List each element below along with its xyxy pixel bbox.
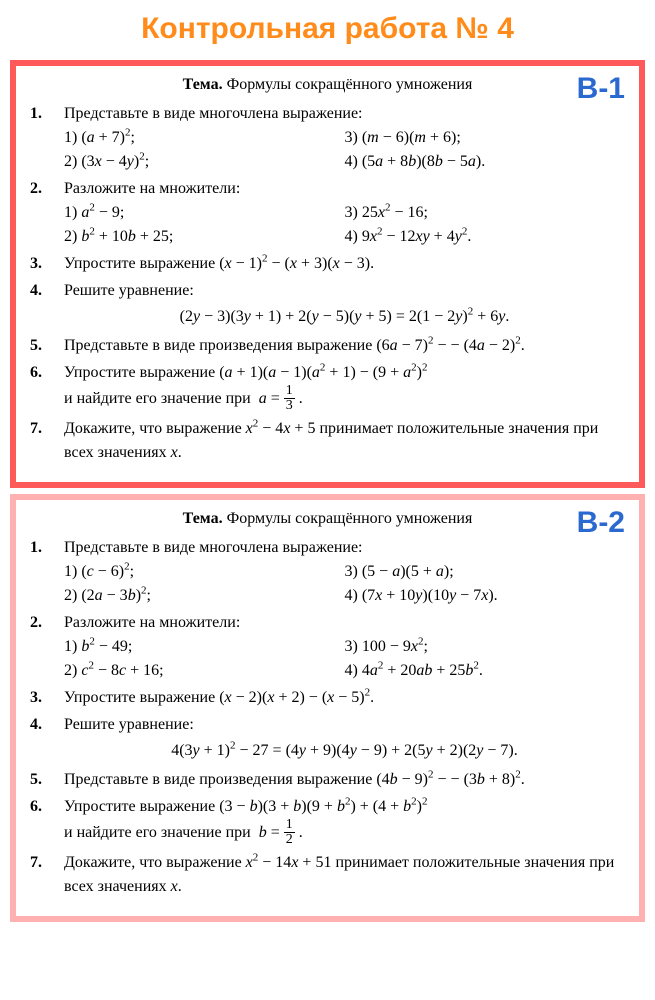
variant-box-1: В-1 Тема. Формулы сокращённого умножения…: [10, 60, 645, 488]
problem: 3. Упростите выражение (x − 2)(x + 2) − …: [30, 686, 625, 710]
problem-body: Решите уравнение: 4(3y + 1)2 − 27 = (4y …: [64, 713, 625, 765]
problem-num: 7.: [30, 851, 64, 875]
subpart: 3) 25x2 − 16;: [345, 201, 626, 225]
subpart: 4) 9x2 − 12xy + 4y2.: [345, 225, 626, 249]
problem-text: Решите уравнение:: [64, 713, 625, 737]
problem: 3. Упростите выражение (x − 1)2 − (x + 3…: [30, 252, 625, 276]
subpart: 2) (2a − 3b)2;: [64, 584, 345, 608]
variant-box-2: В-2 Тема. Формулы сокращённого умножения…: [10, 494, 645, 922]
problem-text: Разложите на множители:: [64, 611, 625, 635]
topic-text: Формулы сокращённого умножения: [227, 76, 473, 93]
frac-num: 1: [284, 818, 295, 833]
problem-num: 1.: [30, 536, 64, 560]
subpart: 4) (5a + 8b)(8b − 5a).: [345, 150, 626, 174]
problem: 5. Представьте в виде произведения выраж…: [30, 768, 625, 792]
problem: 2. Разложите на множители: 1) a2 − 9; 3)…: [30, 177, 625, 249]
equation: (2y − 3)(3y + 1) + 2(y − 5)(y + 5) = 2(1…: [64, 305, 625, 329]
problem-text: Решите уравнение:: [64, 279, 625, 303]
subparts: 1) (a + 7)2; 3) (m − 6)(m + 6); 2) (3x −…: [64, 126, 625, 174]
problem-body: Докажите, что выражение x2 − 14x + 51 пр…: [64, 851, 625, 899]
problem-num: 1.: [30, 102, 64, 126]
problem: 6. Упростите выражение (3 − b)(3 + b)(9 …: [30, 795, 625, 848]
subparts: 1) (c − 6)2; 3) (5 − a)(5 + a); 2) (2a −…: [64, 560, 625, 608]
problem-num: 5.: [30, 334, 64, 358]
problem-num: 2.: [30, 611, 64, 635]
topic-1: Тема. Формулы сокращённого умножения: [30, 76, 625, 94]
subparts: 1) b2 − 49; 3) 100 − 9x2; 2) c2 − 8c + 1…: [64, 635, 625, 683]
subpart: 2) b2 + 10b + 25;: [64, 225, 345, 249]
problem: 7. Докажите, что выражение x2 − 14x + 51…: [30, 851, 625, 899]
problem: 1. Представьте в виде многочлена выражен…: [30, 536, 625, 608]
problem-body: Разложите на множители: 1) b2 − 49; 3) 1…: [64, 611, 625, 683]
line1: Упростите выражение (3 − b)(3 + b)(9 + b…: [64, 795, 625, 819]
problem-body: Представьте в виде произведения выражени…: [64, 334, 625, 358]
subpart: 1) (a + 7)2;: [64, 126, 345, 150]
equation: 4(3y + 1)2 − 27 = (4y + 9)(4y − 9) + 2(5…: [64, 739, 625, 763]
problem-body: Упростите выражение (a + 1)(a − 1)(a2 + …: [64, 361, 625, 414]
problem-body: Решите уравнение: (2y − 3)(3y + 1) + 2(y…: [64, 279, 625, 331]
subpart: 3) (m − 6)(m + 6);: [345, 126, 626, 150]
problem: 1. Представьте в виде многочлена выражен…: [30, 102, 625, 174]
subpart: 4) (7x + 10y)(10y − 7x).: [345, 584, 626, 608]
problem-num: 7.: [30, 417, 64, 441]
subpart: 1) a2 − 9;: [64, 201, 345, 225]
page-title: Контрольная работа № 4: [0, 0, 655, 54]
subpart: 2) c2 − 8c + 16;: [64, 659, 345, 683]
subpart: 3) 100 − 9x2;: [345, 635, 626, 659]
problem-num: 4.: [30, 713, 64, 737]
line1: Упростите выражение (a + 1)(a − 1)(a2 + …: [64, 361, 625, 385]
topic-2: Тема. Формулы сокращённого умножения: [30, 510, 625, 528]
problem-text: Разложите на множители:: [64, 177, 625, 201]
subpart: 3) (5 − a)(5 + a);: [345, 560, 626, 584]
problem-body: Упростите выражение (x − 1)2 − (x + 3)(x…: [64, 252, 625, 276]
problem-body: Представьте в виде многочлена выражение:…: [64, 536, 625, 608]
frac-num: 1: [284, 384, 295, 399]
subpart: 1) (c − 6)2;: [64, 560, 345, 584]
problem-body: Разложите на множители: 1) a2 − 9; 3) 25…: [64, 177, 625, 249]
problem-text: Представьте в виде многочлена выражение:: [64, 102, 625, 126]
problem: 2. Разложите на множители: 1) b2 − 49; 3…: [30, 611, 625, 683]
problem: 4. Решите уравнение: (2y − 3)(3y + 1) + …: [30, 279, 625, 331]
problem-num: 5.: [30, 768, 64, 792]
variant-label-1: В-1: [577, 72, 625, 106]
line2: и найдите его значение при a = 13 .: [64, 385, 625, 414]
problem-num: 3.: [30, 686, 64, 710]
problem-body: Упростите выражение (3 − b)(3 + b)(9 + b…: [64, 795, 625, 848]
subpart: 4) 4a2 + 20ab + 25b2.: [345, 659, 626, 683]
problem-num: 3.: [30, 252, 64, 276]
subpart: 2) (3x − 4y)2;: [64, 150, 345, 174]
topic-prefix: Тема.: [183, 76, 223, 93]
problem: 4. Решите уравнение: 4(3y + 1)2 − 27 = (…: [30, 713, 625, 765]
frac-den: 3: [284, 399, 295, 413]
problem-body: Представьте в виде произведения выражени…: [64, 768, 625, 792]
problem-num: 4.: [30, 279, 64, 303]
problem-body: Упростите выражение (x − 2)(x + 2) − (x …: [64, 686, 625, 710]
problem-num: 6.: [30, 361, 64, 385]
problem: 7. Докажите, что выражение x2 − 4x + 5 п…: [30, 417, 625, 465]
subparts: 1) a2 − 9; 3) 25x2 − 16; 2) b2 + 10b + 2…: [64, 201, 625, 249]
topic-prefix: Тема.: [183, 510, 223, 527]
problem-num: 6.: [30, 795, 64, 819]
problem-body: Представьте в виде многочлена выражение:…: [64, 102, 625, 174]
problem: 5. Представьте в виде произведения выраж…: [30, 334, 625, 358]
line2: и найдите его значение при b = 12 .: [64, 819, 625, 848]
subpart: 1) b2 − 49;: [64, 635, 345, 659]
problem-num: 2.: [30, 177, 64, 201]
frac-den: 2: [284, 833, 295, 847]
topic-text: Формулы сокращённого умножения: [227, 510, 473, 527]
problem: 6. Упростите выражение (a + 1)(a − 1)(a2…: [30, 361, 625, 414]
problem-text: Представьте в виде многочлена выражение:: [64, 536, 625, 560]
problem-body: Докажите, что выражение x2 − 4x + 5 прин…: [64, 417, 625, 465]
variant-label-2: В-2: [577, 506, 625, 540]
